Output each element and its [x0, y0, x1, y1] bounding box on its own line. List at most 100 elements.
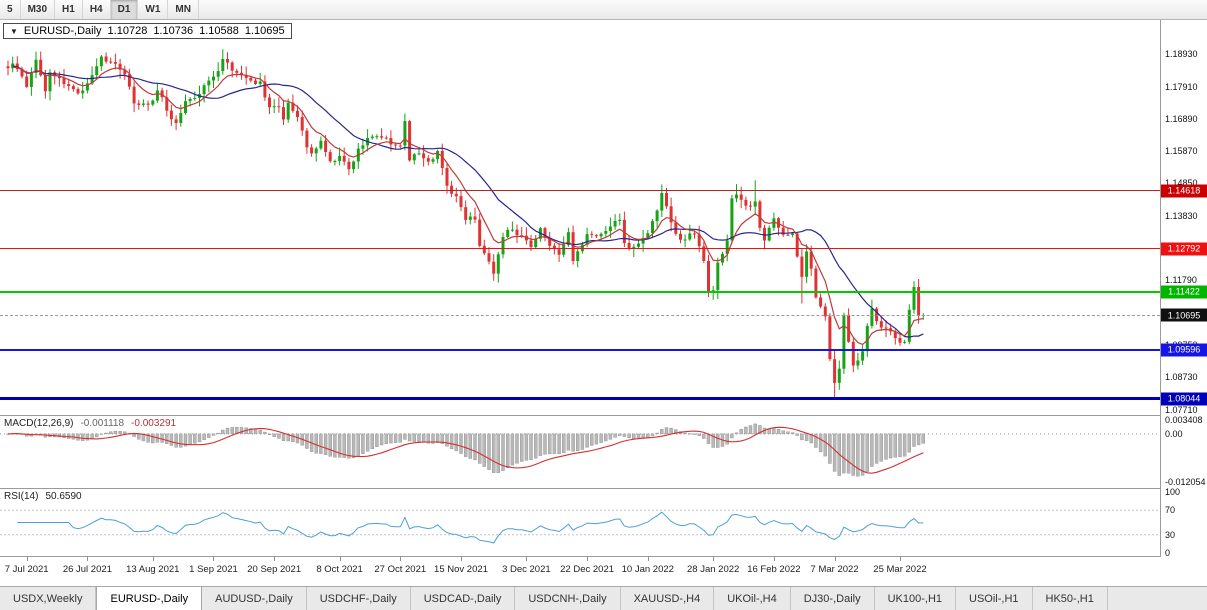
chart-symbol-title: EURUSD-,Daily: [23, 25, 102, 37]
date-tick: [773, 557, 775, 561]
rsi-value: 50.6590: [45, 491, 82, 502]
current-price-line: [0, 315, 1160, 316]
date-tick: [152, 557, 154, 561]
price-axis-label: 1.15870: [1165, 146, 1198, 157]
rsi-axis-label: 30: [1165, 529, 1176, 540]
price-axis-label: 1.13830: [1165, 210, 1198, 221]
price-hline-1.11422[interactable]: [0, 290, 1160, 293]
timeframe-mn[interactable]: MN: [168, 0, 199, 19]
price-badge-1.11422: 1.11422: [1161, 285, 1207, 299]
macd-signal-value: -0.003291: [131, 418, 177, 429]
pane-separator[interactable]: [0, 556, 1207, 557]
price-axis-label: 1.08730: [1165, 372, 1198, 383]
date-label: 20 Sep 2021: [247, 564, 302, 575]
date-label: 13 Aug 2021: [126, 564, 180, 575]
price-badge-1.09596: 1.09596: [1161, 343, 1207, 357]
date-axis[interactable]: 7 Jul 2021 26 Jul 2021 13 Aug 2021 1 Sep 20…: [0, 557, 1207, 586]
date-tick: [213, 557, 215, 561]
price-axis-label: 1.14850: [1165, 178, 1198, 188]
price-axis-divider: [1160, 20, 1161, 557]
macd-axis-label: -0.012054: [1165, 477, 1206, 488]
date-tick: [834, 557, 836, 561]
rsi-indicator-name: RSI(14): [4, 491, 39, 502]
price-axis-label: 1.07710: [1165, 404, 1198, 415]
price-hline-1.09596[interactable]: [0, 348, 1160, 351]
timeframe-toolbar: 5 M30 H1 H4 D1 W1 MN: [0, 0, 1207, 20]
rsi-label-row: RSI(14) 50.6590: [4, 491, 82, 502]
candlestick-plot[interactable]: [0, 20, 1160, 415]
macd-axis-label: 0.003408: [1165, 415, 1203, 426]
date-label: 1 Sep 2021: [189, 564, 238, 575]
macd-label-row: MACD(12,26,9) -0.001118 -0.003291: [4, 418, 176, 429]
timeframe-h4[interactable]: H4: [83, 0, 111, 19]
price-pane[interactable]: ▼ EURUSD-,Daily 1.10728 1.10736 1.10588 …: [0, 20, 1160, 415]
tab-hk50-h1[interactable]: HK50-,H1: [1033, 587, 1108, 610]
tab-xauusd-h4[interactable]: XAUUSD-,H4: [621, 587, 715, 610]
price-axis-label: 1.18930: [1165, 49, 1198, 60]
date-tick: [526, 557, 528, 561]
symbol-tabbar: USDX,Weekly EURUSD-,Daily AUDUSD-,Daily USD…: [0, 586, 1207, 610]
date-label: 7 Jul 2021: [4, 564, 49, 575]
ohlc-high: 1.10736: [153, 25, 194, 37]
pane-separator[interactable]: [0, 488, 1207, 489]
macd-indicator-name: MACD(12,26,9): [4, 418, 74, 429]
chart-header-box[interactable]: ▼ EURUSD-,Daily 1.10728 1.10736 1.10588 …: [3, 23, 292, 39]
price-hline-1.12792[interactable]: [0, 248, 1160, 250]
price-axis-label: 1.16890: [1165, 113, 1198, 124]
date-tick: [400, 557, 402, 561]
rsi-plot[interactable]: [0, 489, 1160, 556]
date-label: 28 Jan 2022: [687, 564, 740, 575]
price-hline-1.14618[interactable]: [0, 190, 1160, 192]
tab-dj30-daily[interactable]: DJ30-,Daily: [791, 587, 875, 610]
timeframe-d1[interactable]: D1: [110, 0, 139, 19]
macd-main-value: -0.001118: [80, 418, 125, 429]
price-hline-1.08044[interactable]: [0, 397, 1160, 401]
ohlc-close: 1.10695: [244, 25, 285, 37]
tab-ukoil-h4[interactable]: UKOil-,H4: [714, 587, 791, 610]
rsi-axis-label: 0: [1165, 548, 1171, 558]
tab-audusd-daily[interactable]: AUDUSD-,Daily: [202, 587, 307, 610]
tab-usoil-h1[interactable]: USOil-,H1: [956, 587, 1033, 610]
date-tick: [899, 557, 901, 561]
price-badge-1.12792: 1.12792: [1161, 242, 1207, 256]
current-price-badge: 1.10695: [1161, 308, 1207, 322]
tab-eurusd-daily[interactable]: EURUSD-,Daily: [96, 587, 203, 610]
date-label: 7 Mar 2022: [810, 564, 859, 575]
rsi-axis-label: 100: [1165, 487, 1181, 497]
price-axis-label: 1.17910: [1165, 81, 1198, 92]
date-label: 10 Jan 2022: [621, 564, 674, 575]
timeframe-5[interactable]: 5: [0, 0, 21, 19]
tab-usdcnh-daily[interactable]: USDCNH-,Daily: [515, 587, 621, 610]
date-tick: [274, 557, 276, 561]
date-label: 22 Dec 2021: [560, 564, 615, 575]
tab-usdx-weekly[interactable]: USDX,Weekly: [0, 587, 97, 610]
tab-usdchf-daily[interactable]: USDCHF-,Daily: [307, 587, 411, 610]
date-label: 27 Oct 2021: [374, 564, 427, 575]
date-tick: [26, 557, 28, 561]
date-tick: [587, 557, 589, 561]
price-badge-1.14618: 1.14618: [1161, 184, 1207, 198]
date-label: 25 Mar 2022: [873, 564, 927, 575]
timeframe-m30[interactable]: M30: [21, 0, 56, 19]
date-label: 3 Dec 2021: [502, 564, 551, 575]
tab-uk100-h1[interactable]: UK100-,H1: [875, 587, 957, 610]
timeframe-h1[interactable]: H1: [55, 0, 83, 19]
rsi-axis-label: 70: [1165, 505, 1176, 516]
date-tick: [460, 557, 462, 561]
chart-region: ▼ EURUSD-,Daily 1.10728 1.10736 1.10588 …: [0, 20, 1207, 586]
price-axis-label: 1.11790: [1165, 275, 1197, 286]
tab-usdcad-daily[interactable]: USDCAD-,Daily: [411, 587, 516, 610]
rsi-pane[interactable]: RSI(14) 50.6590: [0, 489, 1160, 556]
macd-plot[interactable]: [0, 416, 1160, 488]
date-label: 8 Oct 2021: [316, 564, 363, 575]
price-axis[interactable]: 1.18930 1.17910 1.16890 1.15870 1.14850 1.138…: [1161, 20, 1207, 558]
pane-separator[interactable]: [0, 415, 1207, 416]
date-label: 15 Nov 2021: [434, 564, 488, 575]
timeframe-w1[interactable]: W1: [138, 0, 169, 19]
date-label: 26 Jul 2021: [62, 564, 112, 575]
chart-menu-arrow-icon[interactable]: ▼: [10, 26, 18, 36]
macd-pane[interactable]: MACD(12,26,9) -0.001118 -0.003291: [0, 416, 1160, 488]
date-tick: [87, 557, 89, 561]
price-badge-1.08044: 1.08044: [1161, 392, 1207, 406]
